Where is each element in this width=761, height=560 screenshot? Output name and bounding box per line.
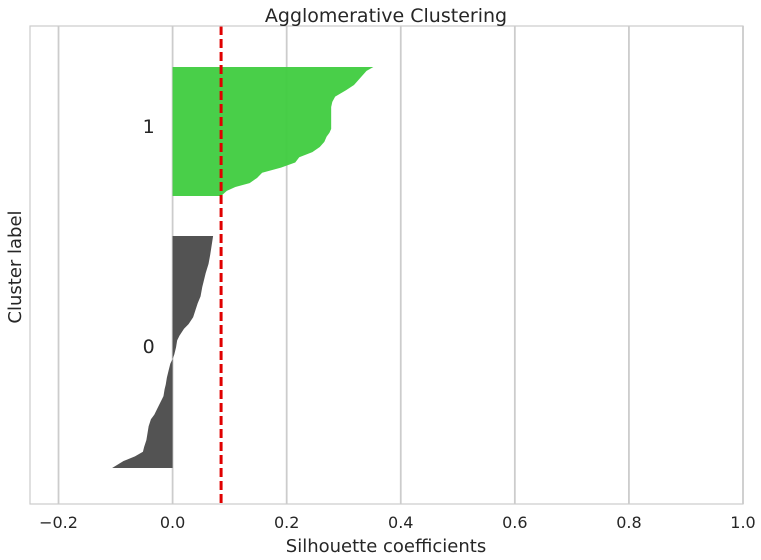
chart-title: Agglomerative Clustering [265,5,507,27]
x-tick-label: 0.6 [502,513,527,532]
x-tick-label: 0.8 [616,513,641,532]
cluster-label-0: 0 [143,336,155,358]
y-axis-label: Cluster label [5,210,26,323]
cluster-0-silhouette [112,236,214,468]
cluster-1-silhouette [172,67,374,196]
plot-frame [29,25,744,505]
x-tick-label: 0.4 [388,513,413,532]
x-tick-label: 0.0 [160,513,185,532]
x-axis-label: Silhouette coefficients [286,536,486,557]
tick-label-layer: −0.2 0.0 0.2 0.4 0.6 0.8 1.0 [39,513,756,532]
cluster-label-1: 1 [143,116,155,138]
x-tick-label: −0.2 [39,513,78,532]
x-tick-label: 0.2 [274,513,299,532]
cluster-label-layer: 01 [143,116,155,358]
x-tick-label: 1.0 [730,513,755,532]
cluster-layer [112,67,374,468]
